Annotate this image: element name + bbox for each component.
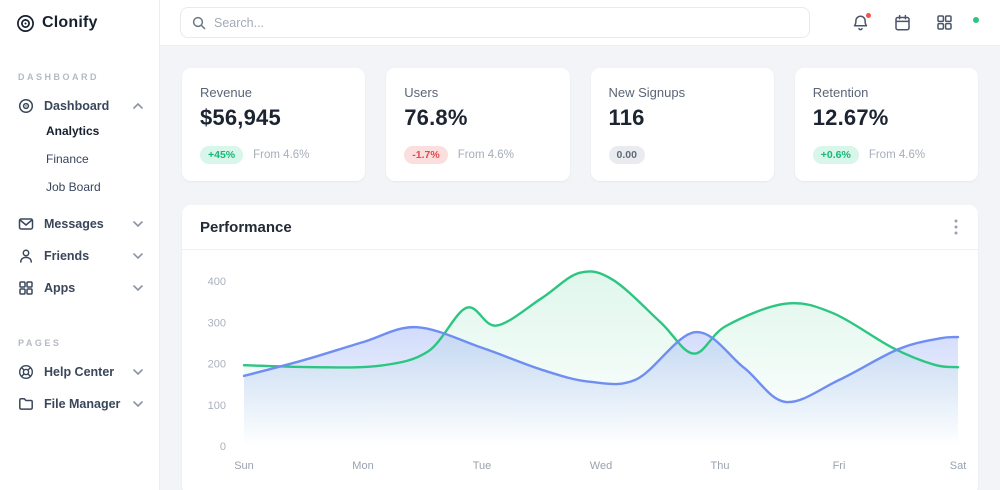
status-badge: -1.7% [404, 146, 448, 164]
stat-card-new-signups: New Signups 116 0.00 [590, 68, 774, 181]
sidebar-subitem-analytics[interactable]: Analytics [46, 124, 100, 138]
performance-panel: Performance 0 100 200 300 400 Sun Mon Tue Wed Thu… [182, 205, 978, 490]
status-badge: 0.00 [608, 146, 645, 164]
stat-note: From 4.6% [457, 149, 514, 161]
stat-title: Retention [812, 85, 869, 100]
calendar-icon[interactable] [894, 14, 911, 32]
stat-title: Revenue [200, 85, 253, 100]
svg-text:Thu: Thu [711, 460, 730, 472]
svg-text:Sun: Sun [234, 460, 254, 472]
sidebar-item-apps[interactable]: Apps [0, 272, 159, 304]
messages-icon [18, 216, 34, 232]
dashboard-icon [18, 98, 34, 114]
section-label-pages: PAGES [18, 338, 62, 348]
panel-header: Performance [182, 205, 978, 250]
stat-value: 12.67% [812, 105, 889, 130]
stat-note: From 4.6% [253, 149, 310, 161]
sidebar-subitem-job-board[interactable]: Job Board [46, 180, 101, 194]
search-input[interactable] [214, 15, 798, 30]
friends-icon [18, 248, 34, 264]
content-area: Revenue $56,945 +45% From 4.6% Users 76.… [160, 46, 1000, 490]
apps-grid-icon[interactable] [936, 14, 953, 31]
stat-card-users: Users 76.8% -1.7% From 4.6% [386, 68, 570, 181]
search-box[interactable] [180, 7, 810, 38]
sidebar-item-messages[interactable]: Messages [0, 208, 159, 240]
sidebar-subitem-finance[interactable]: Finance [46, 152, 89, 166]
sidebar-item-label: Apps [44, 281, 76, 295]
notification-dot [865, 11, 872, 19]
stat-card-revenue: Revenue $56,945 +45% From 4.6% [182, 68, 366, 181]
chevron-down-icon [133, 401, 143, 407]
panel-title: Performance [200, 218, 292, 236]
apps-icon [18, 280, 34, 296]
online-status-dot [972, 15, 980, 24]
svg-text:Sat: Sat [950, 460, 967, 472]
svg-text:Mon: Mon [352, 460, 373, 472]
help-icon [18, 364, 34, 380]
topbar [160, 0, 1000, 46]
clonify-logo-icon [16, 14, 35, 33]
stat-note: From 4.6% [868, 149, 926, 161]
svg-text:100: 100 [208, 400, 226, 412]
stat-title: New Signups [608, 85, 686, 100]
svg-text:300: 300 [208, 317, 226, 329]
performance-chart: 0 100 200 300 400 Sun Mon Tue Wed Thu Fri Sat [208, 270, 967, 472]
status-badge: +45% [200, 146, 244, 164]
brand-logo[interactable]: Clonify [0, 0, 159, 46]
folder-icon [18, 396, 34, 412]
svg-text:Fri: Fri [833, 460, 846, 472]
svg-text:400: 400 [208, 276, 226, 288]
stat-cards-row: Revenue $56,945 +45% From 4.6% Users 76.… [182, 68, 978, 181]
kebab-menu-icon[interactable] [952, 217, 960, 237]
brand-name: Clonify [42, 14, 98, 31]
chevron-down-icon [133, 253, 143, 259]
sidebar-item-help-center[interactable]: Help Center [0, 356, 159, 388]
section-label-dashboard: DASHBOARD [18, 72, 99, 82]
chevron-up-icon [133, 103, 143, 109]
topbar-actions [852, 11, 980, 32]
stat-value: $56,945 [200, 105, 281, 130]
search-icon [192, 16, 206, 30]
dashboard-subnav: Analytics Finance Job Board [0, 122, 159, 200]
chevron-down-icon [133, 221, 143, 227]
notifications-bell-icon[interactable] [852, 11, 872, 32]
status-badge: +0.6% [812, 146, 859, 164]
svg-text:Wed: Wed [590, 460, 612, 472]
stat-value: 76.8% [404, 105, 468, 130]
sidebar: Clonify DASHBOARD Dashboard Analytics Fi… [0, 0, 160, 490]
sidebar-item-friends[interactable]: Friends [0, 240, 159, 272]
sidebar-item-label: Friends [44, 249, 90, 263]
svg-text:200: 200 [208, 359, 226, 371]
main-column: Revenue $56,945 +45% From 4.6% Users 76.… [160, 0, 1000, 490]
svg-text:0: 0 [220, 441, 226, 453]
sidebar-item-label: Help Center [44, 365, 115, 379]
sidebar-item-file-manager[interactable]: File Manager [0, 388, 159, 420]
sidebar-item-label: Dashboard [44, 99, 110, 113]
chevron-down-icon [133, 369, 143, 375]
svg-text:Tue: Tue [473, 460, 492, 472]
stat-card-retention: Retention 12.67% +0.6% From 4.6% [794, 68, 978, 181]
chevron-down-icon [133, 285, 143, 291]
stat-value: 116 [608, 105, 645, 130]
sidebar-item-dashboard[interactable]: Dashboard [0, 90, 159, 122]
stat-title: Users [404, 85, 439, 100]
sidebar-item-label: Messages [44, 217, 104, 231]
sidebar-item-label: File Manager [44, 397, 121, 411]
